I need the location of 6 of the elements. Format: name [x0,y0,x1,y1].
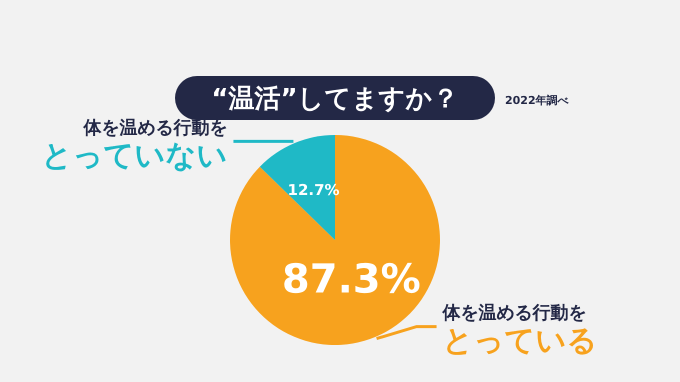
pie-slice [230,135,440,345]
text: 2022年調べ [505,94,570,107]
data-label: 87.3% [282,256,421,303]
chart-title: “温活”してますか？ [211,84,459,114]
slice-label: 体を温める行動をとっている [442,302,598,359]
slice-label: 体を温める行動をとっていない [41,117,228,174]
